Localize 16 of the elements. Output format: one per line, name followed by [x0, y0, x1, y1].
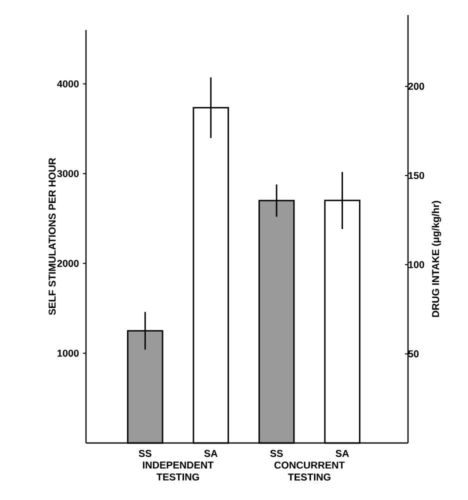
y2-tick-label: 100 — [408, 261, 424, 268]
y-tick-label: 4000 — [57, 80, 79, 88]
text: CONCURRENT TESTING — [274, 462, 345, 481]
text: INDEPENDENT TESTING — [142, 462, 214, 480]
y2-tick-label: 200 — [408, 82, 424, 90]
x-tick-label: SA — [204, 450, 218, 457]
y2-tick-label: 50 — [408, 350, 419, 358]
y2-axis-title: DRUG INTAKE (μg/kg/hr) — [432, 200, 442, 317]
x-tick-label: SS — [138, 450, 152, 457]
y2-tick-label: 150 — [408, 172, 424, 180]
y-tick-label: 2000 — [57, 260, 79, 267]
y-tick-label: 1000 — [58, 350, 79, 357]
x-tick-label: SS — [270, 450, 283, 457]
x-tick-label: SA — [336, 450, 349, 457]
y-axis-title: SELF STIMULATIONS PER HOUR — [48, 158, 56, 315]
y-tick-label: 3000 — [57, 170, 79, 178]
